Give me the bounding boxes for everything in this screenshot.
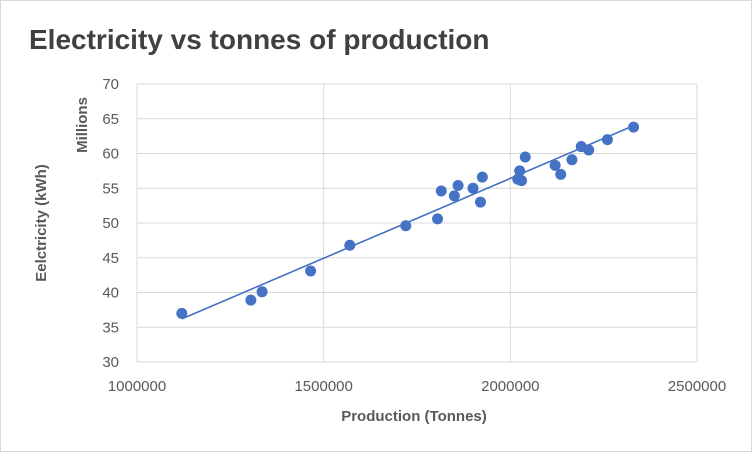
- data-point: [514, 165, 526, 177]
- x-tick-label: 1500000: [294, 378, 352, 395]
- gridlines: [136, 83, 698, 363]
- data-point: [256, 286, 268, 298]
- data-point: [601, 134, 613, 146]
- data-point: [448, 190, 460, 202]
- x-axis-title: Production (Tonnes): [341, 408, 487, 425]
- data-point: [628, 121, 640, 133]
- y-display-unit-label: Millions: [74, 97, 91, 153]
- y-tick-label: 70: [102, 76, 119, 93]
- data-point: [435, 185, 447, 197]
- y-tick-label: 65: [102, 111, 119, 128]
- data-point: [432, 213, 444, 225]
- tick-labels: 30 35 40 45 50 55 60 65 70 1000000 1500000 2000000 2…: [102, 76, 726, 395]
- data-point: [583, 144, 595, 156]
- x-tick-label: 2500000: [668, 378, 726, 395]
- data-points: [176, 121, 640, 319]
- data-point: [549, 159, 561, 171]
- y-tick-label: 50: [102, 215, 119, 232]
- data-point: [344, 239, 356, 251]
- chart-title: Electricity vs tonnes of production: [29, 24, 490, 55]
- data-point: [245, 294, 257, 306]
- y-tick-label: 35: [102, 319, 119, 336]
- data-point: [400, 220, 412, 232]
- data-point: [555, 168, 567, 180]
- data-point: [452, 179, 464, 191]
- data-point: [519, 151, 531, 163]
- y-tick-label: 55: [102, 180, 119, 197]
- x-tick-label: 1000000: [108, 378, 166, 395]
- data-point: [467, 182, 479, 194]
- data-point: [474, 196, 486, 208]
- x-tick-label: 2000000: [481, 378, 539, 395]
- data-point: [516, 175, 528, 187]
- y-tick-label: 40: [102, 285, 119, 302]
- y-tick-label: 45: [102, 250, 119, 267]
- y-axis-title: Eelctricity (kWh): [33, 164, 50, 282]
- data-point: [566, 154, 578, 166]
- data-point: [476, 171, 488, 183]
- y-tick-label: 60: [102, 146, 119, 163]
- data-point: [176, 307, 188, 319]
- y-tick-label: 30: [102, 354, 119, 371]
- data-point: [305, 265, 317, 277]
